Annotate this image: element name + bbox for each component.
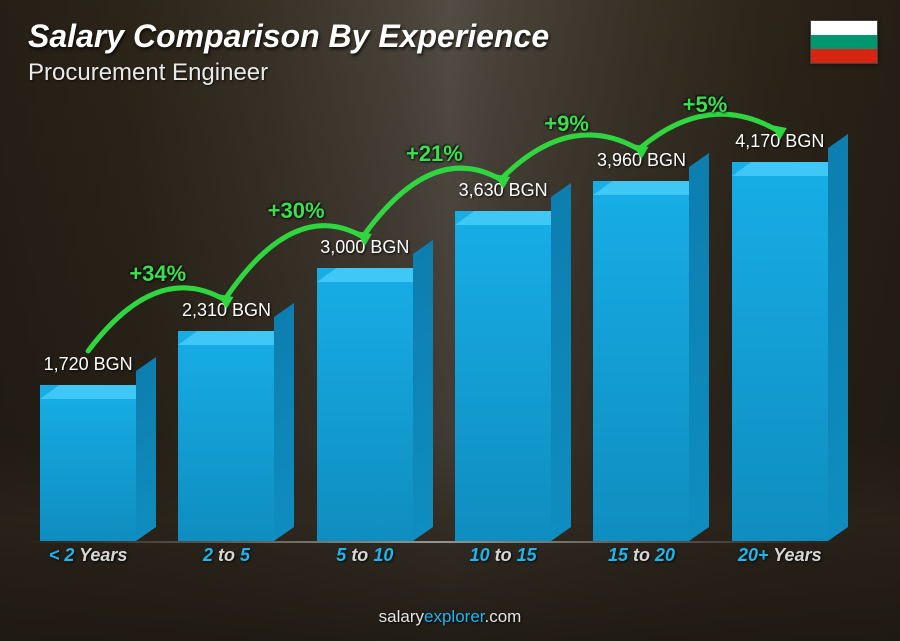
x-axis: < 2 Years 2 to 5 5 to 10 10 to 15 15 to 20 20… [28,545,840,569]
chart-baseline [24,541,844,543]
bar-side-face [136,357,156,541]
bars-container: 1,720 BGN 2,310 BGN 3,000 BGN 3,630 BGN 3,96… [28,110,840,541]
footer-attribution: salaryexplorer.com [0,607,900,627]
x-axis-label: 15 to 20 [581,545,701,569]
footer-suffix: .com [485,607,522,626]
bar-side-face [413,240,433,541]
bar-front-face [455,211,551,541]
header: Salary Comparison By Experience Procurem… [28,18,549,87]
flag-stripe [811,35,877,49]
bar-front-face [732,162,828,541]
bar-front-face [178,331,274,541]
bar-slot: 4,170 BGN [720,131,840,541]
bar-side-face [551,183,571,541]
bar [593,181,689,541]
page-subtitle: Procurement Engineer [28,59,549,87]
pct-change-label: +30% [268,198,325,224]
bar-side-face [828,134,848,541]
bar-value-label: 2,310 BGN [182,300,271,321]
bar-slot: 3,960 BGN [581,150,701,541]
pct-change-label: +5% [683,92,728,118]
bar [455,211,551,541]
bar-value-label: 3,630 BGN [459,180,548,201]
pct-change-label: +9% [544,111,589,137]
footer-accent: explorer [424,607,484,626]
bar-value-label: 4,170 BGN [735,131,824,152]
x-axis-label: < 2 Years [28,545,148,569]
pct-change-label: +34% [129,261,186,287]
salary-bar-chart: 1,720 BGN 2,310 BGN 3,000 BGN 3,630 BGN 3,96… [28,110,840,569]
bar-value-label: 3,000 BGN [320,237,409,258]
country-flag-icon [810,20,878,64]
bar-side-face [689,153,709,541]
bar-value-label: 3,960 BGN [597,150,686,171]
bar-side-face [274,303,294,541]
bar [40,385,136,541]
bar-value-label: 1,720 BGN [44,354,133,375]
bar-front-face [317,268,413,541]
bar-front-face [40,385,136,541]
bar [178,331,274,541]
flag-stripe [811,49,877,63]
bar-slot: 3,000 BGN [305,237,425,541]
x-axis-label: 20+ Years [720,545,840,569]
x-axis-label: 10 to 15 [443,545,563,569]
bar [317,268,413,541]
pct-change-label: +21% [406,141,463,167]
flag-stripe [811,21,877,35]
bar [732,162,828,541]
bar-front-face [593,181,689,541]
page-title: Salary Comparison By Experience [28,18,549,55]
bar-slot: 2,310 BGN [166,300,286,541]
x-axis-label: 2 to 5 [166,545,286,569]
x-axis-label: 5 to 10 [305,545,425,569]
footer-text: salary [379,607,424,626]
bar-slot: 1,720 BGN [28,354,148,541]
bar-slot: 3,630 BGN [443,180,563,541]
